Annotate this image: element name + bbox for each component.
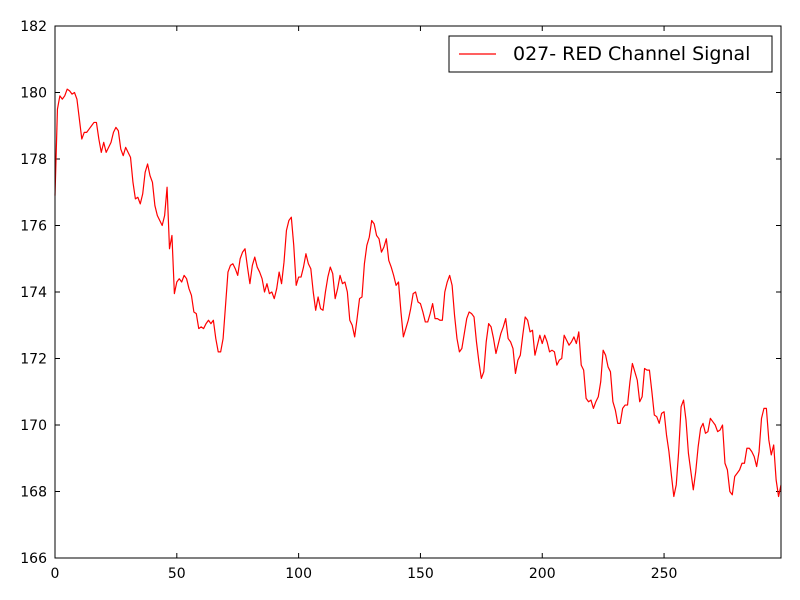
x-tick-label: 0 xyxy=(51,566,60,582)
x-tick-label: 100 xyxy=(285,566,312,582)
y-tick-label: 170 xyxy=(20,418,47,434)
tick-labels: 0 50 100 150 200 250 166 168 170 172 174 176 178 180 1… xyxy=(20,19,677,582)
y-tick-label: 172 xyxy=(20,352,47,368)
y-tick-label: 174 xyxy=(20,285,47,301)
y-tick-label: 166 xyxy=(20,551,47,567)
y-tick-label: 180 xyxy=(20,86,47,102)
y-tick-label: 168 xyxy=(20,485,47,501)
x-tick-label: 250 xyxy=(651,566,678,582)
x-tick-label: 200 xyxy=(529,566,556,582)
x-tick-label: 50 xyxy=(168,566,186,582)
tick-marks xyxy=(54,25,781,559)
legend-label: 027- RED Channel Signal xyxy=(513,43,750,65)
y-tick-label: 176 xyxy=(20,219,47,235)
x-tick-label: 150 xyxy=(407,566,434,582)
series-line xyxy=(54,88,782,498)
y-tick-label: 178 xyxy=(20,152,47,168)
y-tick-label: 182 xyxy=(20,19,47,35)
legend: 027- RED Channel Signal xyxy=(448,35,773,73)
series-layer xyxy=(54,88,782,498)
plot-frame xyxy=(54,25,782,559)
legend-box xyxy=(448,35,773,73)
